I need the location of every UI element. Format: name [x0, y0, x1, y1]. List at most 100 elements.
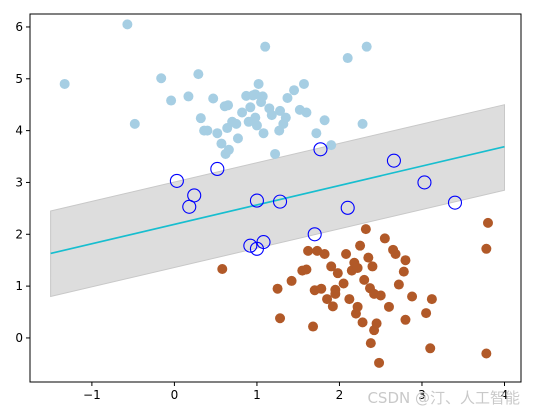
support-vector-ring	[307, 227, 322, 242]
class-a-point	[237, 107, 248, 118]
support-vectors-layer	[169, 142, 463, 256]
class-a-point	[166, 95, 177, 106]
class-a-point	[275, 105, 286, 116]
class-a-point	[250, 89, 261, 100]
class-b-point	[327, 301, 338, 312]
x-tick-label: 1	[253, 388, 261, 402]
class-a-point	[301, 107, 312, 118]
class-b-point	[272, 283, 283, 294]
class-b-point	[481, 348, 492, 359]
class-a-point	[266, 110, 277, 121]
class-a-point	[212, 128, 223, 139]
class-b-point	[363, 252, 374, 263]
class-a-point	[280, 112, 291, 123]
class-b-point	[332, 268, 343, 279]
x-axis: −1 0 1 2 3 4	[83, 382, 508, 402]
class-b-point	[379, 233, 390, 244]
class-b-point	[393, 279, 404, 290]
class-b-point	[400, 255, 411, 266]
support-vector-ring	[187, 188, 202, 203]
class-b-point	[217, 264, 228, 275]
class-a-point	[231, 118, 242, 129]
class-a-point	[298, 78, 309, 89]
class-a-point	[202, 125, 213, 136]
class-a-point	[251, 120, 262, 131]
class-b-point	[375, 290, 386, 301]
y-tick-label: 2	[15, 227, 23, 241]
class-b-point	[426, 294, 437, 305]
class-a-point	[156, 73, 167, 84]
class-b-point	[303, 245, 314, 256]
class-a-point	[311, 128, 322, 139]
support-vector-ring	[256, 235, 271, 250]
class-a-point	[195, 113, 206, 124]
class-b-point	[390, 248, 401, 259]
class-b-point	[425, 343, 436, 354]
class-a-point	[274, 125, 285, 136]
class-b-point	[400, 314, 411, 325]
class-a-point	[223, 100, 234, 111]
support-vector-ring	[386, 153, 401, 168]
decision-boundary-line	[50, 145, 505, 255]
class-a-point	[361, 41, 372, 52]
class-b-point	[301, 264, 312, 275]
class-a-point	[232, 133, 243, 144]
class-b-point	[275, 313, 286, 324]
class-a-point	[129, 118, 140, 129]
class-a-point	[357, 118, 368, 129]
class-b-point	[357, 317, 368, 328]
y-tick-label: 6	[15, 20, 23, 34]
class-a-point	[245, 102, 256, 113]
support-vector-ring	[417, 175, 432, 190]
class-b-point	[482, 217, 493, 228]
y-axis: 0 1 2 3 4 5 6	[15, 20, 30, 345]
class-b-point	[352, 301, 363, 312]
support-vector-ring	[243, 238, 258, 253]
class-b-point	[338, 278, 349, 289]
class-a-point	[253, 78, 264, 89]
class-b-point	[374, 357, 385, 368]
class-b-point	[360, 224, 371, 235]
class-b-point	[383, 301, 394, 312]
y-tick-label: 4	[15, 124, 23, 138]
x-tick-label: 3	[418, 388, 426, 402]
support-vector-ring	[249, 193, 264, 208]
class-b-point	[481, 243, 492, 254]
class-b-point	[344, 294, 355, 305]
class-a-point	[326, 140, 337, 151]
plot-frame	[29, 13, 522, 383]
support-vector-ring	[169, 173, 184, 188]
x-tick-label: −1	[83, 388, 101, 402]
x-tick-label: 4	[501, 388, 509, 402]
decision-line-layer	[50, 145, 505, 255]
class-b-point	[330, 288, 341, 299]
y-tick-label: 3	[15, 175, 23, 189]
class-a-point	[216, 138, 227, 149]
class-a-point	[208, 93, 219, 104]
class-a-point	[258, 128, 269, 139]
y-tick-label: 0	[15, 331, 23, 345]
class-b-point	[359, 274, 370, 285]
support-vector-ring	[210, 161, 225, 177]
class-a-point	[270, 148, 281, 159]
class-a-point	[282, 92, 293, 103]
class-b-point	[341, 248, 352, 259]
class-b-point	[365, 338, 376, 349]
class-a-point	[223, 144, 234, 155]
class-a-point	[122, 19, 133, 30]
class-b-point	[319, 248, 330, 259]
class-b-point	[322, 294, 333, 305]
class-a-point	[59, 78, 70, 89]
class-b-point	[398, 266, 409, 277]
class-b-point	[367, 261, 378, 272]
class-b-point	[421, 308, 432, 319]
class-a-point	[342, 53, 353, 64]
class-a-point	[193, 69, 204, 80]
class-a-point	[289, 85, 300, 96]
watermark-text: CSDN @汀、人工智能	[367, 389, 520, 407]
class-a-point	[319, 115, 330, 126]
data-points-layer	[59, 19, 493, 368]
class-b-point	[355, 240, 366, 251]
